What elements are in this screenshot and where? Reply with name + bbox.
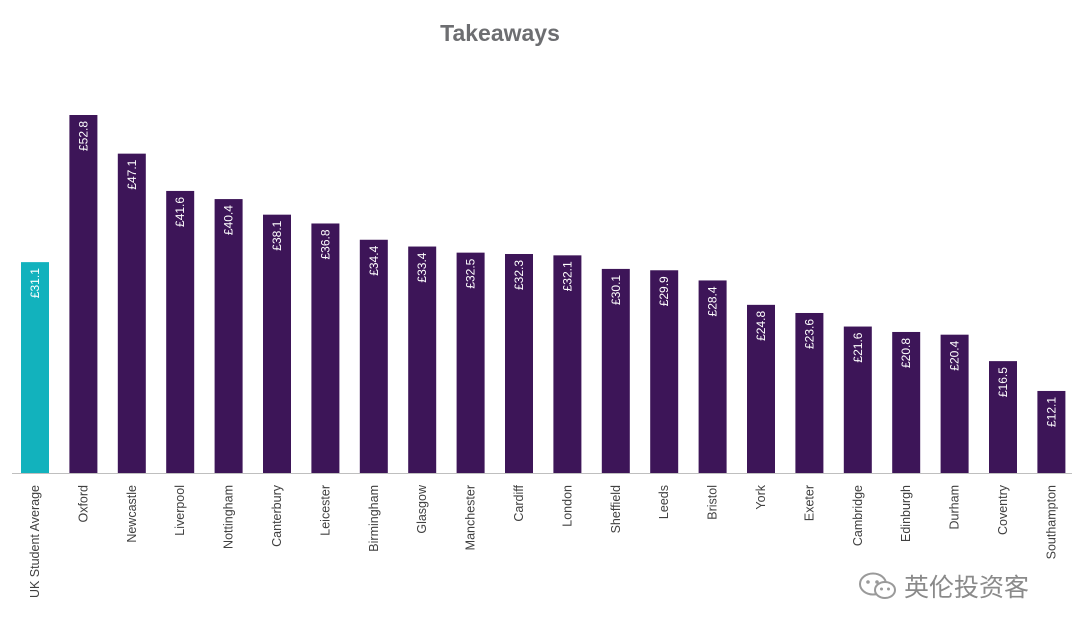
tick-label: London bbox=[560, 485, 574, 527]
data-label: £47.1 bbox=[125, 159, 139, 189]
bar bbox=[892, 331, 921, 473]
bar bbox=[166, 190, 195, 473]
chart-title: Takeaways bbox=[440, 20, 560, 46]
bar bbox=[795, 312, 824, 473]
data-label: £36.8 bbox=[318, 229, 332, 259]
tick-label: Birmingham bbox=[367, 485, 381, 552]
bar bbox=[311, 223, 340, 473]
tick-label: Edinburgh bbox=[899, 485, 913, 542]
data-label: £20.8 bbox=[899, 338, 913, 368]
data-label: £40.4 bbox=[222, 205, 236, 235]
bar bbox=[601, 268, 630, 473]
data-label: £32.1 bbox=[560, 261, 574, 291]
tick-label: Cambridge bbox=[851, 485, 865, 546]
bar bbox=[1037, 390, 1066, 473]
bar bbox=[989, 361, 1017, 473]
bar bbox=[650, 270, 679, 473]
tick-label: Manchester bbox=[464, 485, 478, 550]
bar bbox=[214, 199, 243, 474]
bar bbox=[747, 304, 775, 473]
tick-label: Durham bbox=[948, 485, 962, 529]
tick-label: Nottingham bbox=[222, 485, 236, 549]
wechat-icon bbox=[859, 572, 896, 599]
data-label: £52.8 bbox=[76, 121, 90, 151]
tick-label: Canterbury bbox=[270, 484, 284, 547]
data-label: £33.4 bbox=[415, 252, 429, 282]
data-label: £38.1 bbox=[270, 220, 284, 250]
bar bbox=[553, 255, 582, 473]
tick-label: Liverpool bbox=[173, 485, 187, 536]
data-label: £31.1 bbox=[28, 268, 42, 298]
data-label: £32.5 bbox=[464, 258, 478, 288]
bar bbox=[698, 280, 727, 473]
tick-label: Sheffield bbox=[609, 485, 623, 533]
bar bbox=[505, 253, 533, 473]
tick-label: Coventry bbox=[996, 484, 1010, 535]
tick-label: Exeter bbox=[802, 485, 816, 521]
tick-label: Leeds bbox=[657, 485, 671, 519]
bar bbox=[69, 115, 98, 473]
data-label: £16.5 bbox=[996, 367, 1010, 397]
bar bbox=[263, 214, 291, 473]
tick-label: Glasgow bbox=[415, 484, 429, 534]
data-label: £34.4 bbox=[367, 245, 381, 275]
bar bbox=[456, 252, 485, 473]
data-label: £29.9 bbox=[657, 276, 671, 306]
data-label: £21.6 bbox=[851, 332, 865, 362]
tick-label: Southampton bbox=[1044, 485, 1058, 559]
data-label: £12.1 bbox=[1044, 397, 1058, 427]
tick-label: Bristol bbox=[706, 485, 720, 520]
tick-label: Newcastle bbox=[125, 485, 139, 543]
bar bbox=[359, 239, 388, 473]
data-label: £32.3 bbox=[512, 260, 526, 290]
bar bbox=[117, 153, 146, 474]
tick-label: Leicester bbox=[318, 485, 332, 536]
bar bbox=[21, 262, 49, 473]
tick-label: Cardiff bbox=[512, 484, 526, 521]
data-label: £28.4 bbox=[706, 286, 720, 316]
bar bbox=[408, 246, 437, 473]
watermark-text: 英伦投资客 bbox=[904, 574, 1030, 602]
bar bbox=[940, 334, 969, 473]
watermark: 英伦投资客 bbox=[858, 568, 1029, 604]
tick-label: UK Student Average bbox=[28, 485, 42, 598]
bar bbox=[843, 326, 872, 473]
data-label: £41.6 bbox=[173, 197, 187, 227]
data-label: £30.1 bbox=[609, 275, 623, 305]
tick-label: Oxford bbox=[76, 485, 90, 523]
data-label: £23.6 bbox=[802, 319, 816, 349]
tick-label: York bbox=[754, 484, 768, 509]
data-label: £24.8 bbox=[754, 311, 768, 341]
data-label: £20.4 bbox=[948, 340, 962, 370]
